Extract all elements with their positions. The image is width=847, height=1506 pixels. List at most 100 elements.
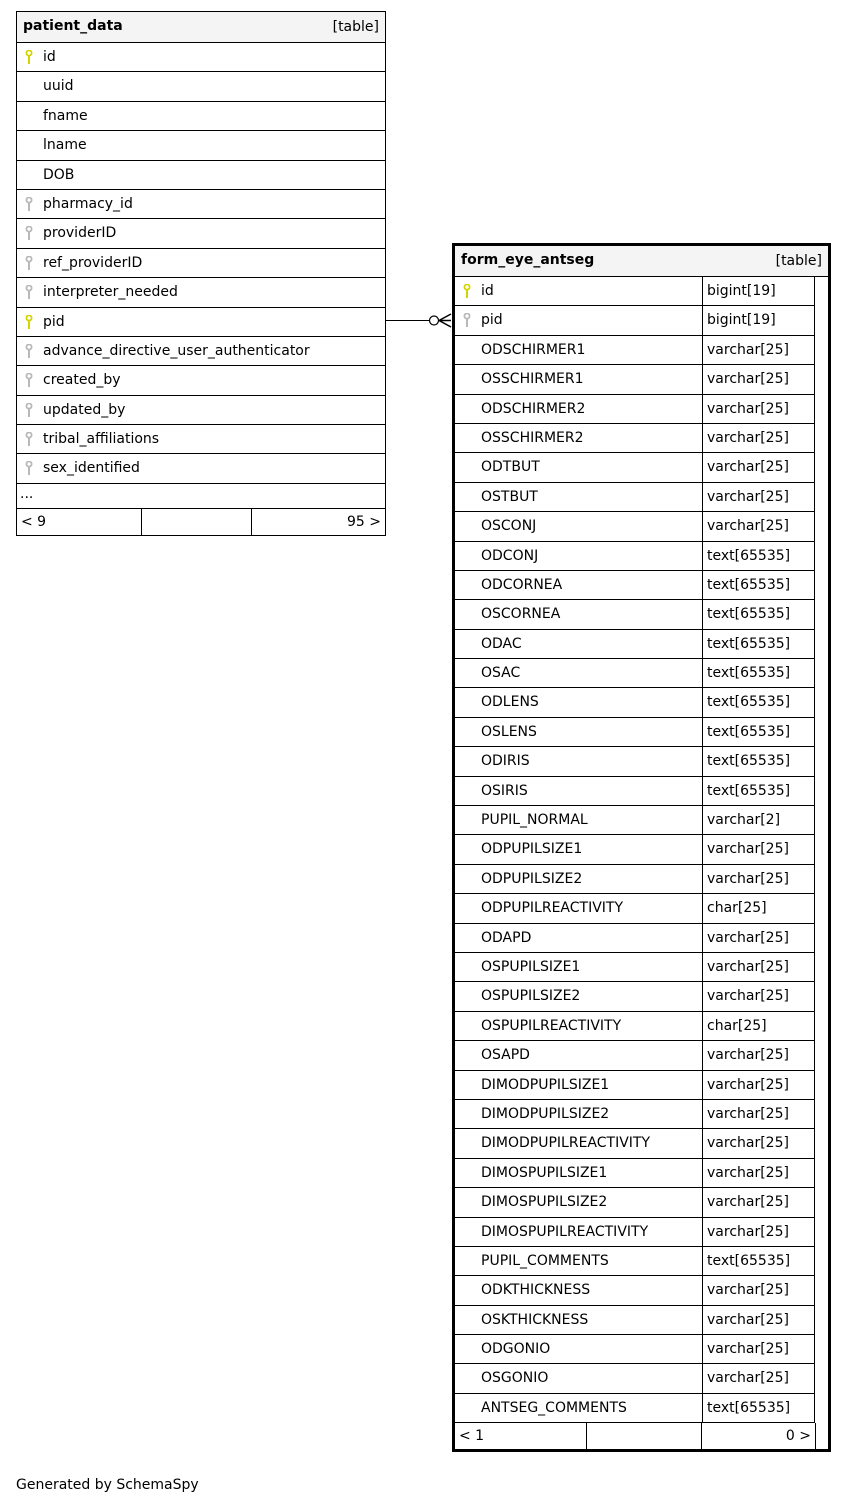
footer-children[interactable]: 95 >: [347, 513, 381, 530]
column-row[interactable]: uuid: [17, 72, 385, 102]
column-name: lname: [43, 137, 87, 154]
column-row[interactable]: DOB: [17, 161, 385, 190]
column-row[interactable]: providerID: [17, 219, 385, 249]
column-name: ODCONJ: [481, 547, 539, 564]
column-name: pharmacy_id: [43, 195, 133, 212]
generated-by-label: Generated by SchemaSpy: [16, 1477, 199, 1493]
column-row[interactable]: ODGONIO varchar[25]: [455, 1335, 815, 1365]
column-name: DIMOSPUPILSIZE1: [481, 1164, 608, 1181]
column-row[interactable]: updated_by: [17, 396, 385, 426]
column-row[interactable]: OSAPD varchar[25]: [455, 1041, 815, 1071]
column-row[interactable]: ODAC text[65535]: [455, 629, 815, 660]
column-name: OSSCHIRMER1: [481, 371, 584, 388]
column-row[interactable]: fname: [17, 102, 385, 132]
table-form-eye-antseg[interactable]: form_eye_antseg [table] id bigint[19] pid b…: [452, 243, 831, 1453]
column-row[interactable]: ODSCHIRMER1 varchar[25]: [455, 335, 815, 366]
column-name: OSSCHIRMER2: [481, 429, 584, 446]
column-row[interactable]: OSIRIS text[65535]: [455, 776, 815, 807]
column-type: varchar[25]: [702, 835, 814, 864]
column-row[interactable]: DIMODPUPILREACTIVITY varchar[25]: [455, 1129, 815, 1159]
column-type: text[65535]: [702, 717, 814, 747]
column-row[interactable]: OSAC text[65535]: [455, 659, 815, 689]
column-type: varchar[25]: [702, 952, 814, 982]
column-name: DIMODPUPILSIZE2: [481, 1105, 610, 1122]
column-row[interactable]: ref_providerID: [17, 249, 385, 279]
column-row[interactable]: DIMOSPUPILREACTIVITY varchar[25]: [455, 1217, 815, 1247]
foreign-key-icon: [25, 402, 33, 418]
column-row[interactable]: ODCONJ text[65535]: [455, 541, 815, 571]
column-type: char[25]: [702, 894, 814, 923]
column-row[interactable]: advance_directive_user_authenticator: [17, 337, 385, 367]
column-row[interactable]: lname: [17, 131, 385, 161]
column-row[interactable]: ODTBUT varchar[25]: [455, 453, 815, 483]
primary-key-icon: [25, 314, 33, 330]
column-name: OSAPD: [481, 1047, 530, 1064]
column-row[interactable]: PUPIL_COMMENTS text[65535]: [455, 1246, 815, 1277]
table-patient-data[interactable]: patient_data [table] id uuid fname lname DOB…: [16, 11, 386, 536]
column-name: ODIRIS: [481, 753, 530, 770]
foreign-key-icon: [25, 225, 33, 241]
column-row[interactable]: pid: [17, 308, 385, 337]
column-name: created_by: [43, 372, 121, 389]
foreign-key-icon: [463, 312, 471, 328]
footer-children[interactable]: 0 >: [785, 1428, 811, 1445]
column-row[interactable]: OSPUPILSIZE2 varchar[25]: [455, 982, 815, 1012]
foreign-key-icon: [25, 343, 33, 359]
column-row[interactable]: sex_identified: [17, 454, 385, 484]
column-row[interactable]: OSLENS text[65535]: [455, 717, 815, 748]
column-row[interactable]: OSGONIO varchar[25]: [455, 1364, 815, 1394]
column-row[interactable]: OSKTHICKNESS varchar[25]: [455, 1305, 815, 1336]
column-row[interactable]: interpreter_needed: [17, 278, 385, 308]
footer-parents[interactable]: < 9: [17, 508, 142, 535]
column-name: sex_identified: [43, 460, 140, 477]
column-type: varchar[25]: [702, 453, 814, 482]
column-row[interactable]: ODCORNEA text[65535]: [455, 570, 815, 601]
column-type: text[65535]: [702, 776, 814, 806]
column-type: text[65535]: [702, 570, 814, 600]
column-row[interactable]: PUPIL_NORMAL varchar[2]: [455, 806, 815, 836]
column-name: ODAC: [481, 635, 522, 652]
column-row[interactable]: ODPUPILREACTIVITY char[25]: [455, 894, 815, 924]
column-row[interactable]: OSPUPILSIZE1 varchar[25]: [455, 952, 815, 983]
column-row[interactable]: ODSCHIRMER2 varchar[25]: [455, 394, 815, 424]
footer-middle: [587, 1423, 702, 1450]
column-row[interactable]: DIMOSPUPILSIZE2 varchar[25]: [455, 1188, 815, 1218]
column-row[interactable]: OSSCHIRMER1 varchar[25]: [455, 365, 815, 395]
column-row[interactable]: pid bigint[19]: [455, 306, 815, 336]
column-type: varchar[25]: [702, 1158, 814, 1188]
column-name: DIMOSPUPILREACTIVITY: [481, 1223, 649, 1240]
column-row[interactable]: ODKTHICKNESS varchar[25]: [455, 1276, 815, 1306]
column-row[interactable]: created_by: [17, 366, 385, 396]
column-row[interactable]: OSTBUT varchar[25]: [455, 482, 815, 513]
foreign-key-icon: [25, 372, 33, 388]
column-name: pid: [481, 312, 503, 329]
column-row[interactable]: pharmacy_id: [17, 190, 385, 220]
column-row[interactable]: OSPUPILREACTIVITY char[25]: [455, 1011, 815, 1042]
column-row[interactable]: ODLENS text[65535]: [455, 688, 815, 718]
column-type: text[65535]: [702, 1246, 814, 1276]
column-row[interactable]: ODPUPILSIZE2 varchar[25]: [455, 864, 815, 895]
column-type: text[65535]: [702, 659, 814, 688]
column-type: text[65535]: [702, 747, 814, 776]
footer-parents[interactable]: < 1: [455, 1423, 587, 1450]
column-row[interactable]: ODAPD varchar[25]: [455, 923, 815, 953]
column-row[interactable]: id: [17, 43, 385, 73]
column-row[interactable]: OSCONJ varchar[25]: [455, 512, 815, 542]
column-row[interactable]: tribal_affiliations: [17, 425, 385, 455]
column-row[interactable]: ODPUPILSIZE1 varchar[25]: [455, 835, 815, 865]
column-row[interactable]: DIMODPUPILSIZE2 varchar[25]: [455, 1099, 815, 1130]
column-row[interactable]: DIMOSPUPILSIZE1 varchar[25]: [455, 1158, 815, 1189]
column-type: varchar[25]: [702, 1305, 814, 1335]
column-row[interactable]: ANTSEG_COMMENTS text[65535]: [455, 1393, 815, 1424]
column-name: advance_directive_user_authenticator: [43, 342, 310, 359]
column-row[interactable]: ODIRIS text[65535]: [455, 747, 815, 777]
foreign-key-icon: [25, 431, 33, 447]
column-type: varchar[25]: [702, 923, 814, 952]
column-row[interactable]: DIMODPUPILSIZE1 varchar[25]: [455, 1070, 815, 1100]
column-row[interactable]: OSSCHIRMER2 varchar[25]: [455, 423, 815, 454]
more-columns[interactable]: ...: [17, 484, 385, 509]
column-type: varchar[25]: [702, 1335, 814, 1364]
column-row[interactable]: id bigint[19]: [455, 277, 815, 307]
column-name: DOB: [43, 166, 75, 183]
column-row[interactable]: OSCORNEA text[65535]: [455, 600, 815, 630]
